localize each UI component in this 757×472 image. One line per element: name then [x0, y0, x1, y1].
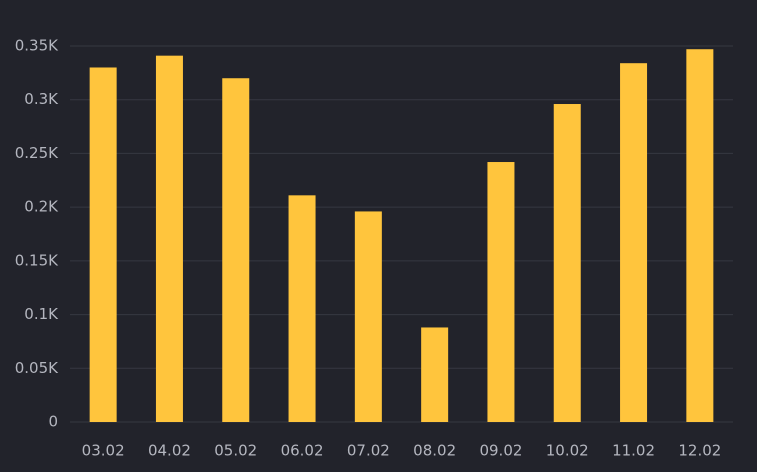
bar: [288, 195, 316, 422]
bar: [421, 327, 449, 422]
bar: [487, 162, 515, 422]
bar: [354, 211, 382, 422]
y-tick-label: 0.05K: [15, 359, 59, 377]
x-tick-label: 07.02: [347, 442, 390, 460]
bar: [620, 63, 648, 423]
x-tick-label: 12.02: [678, 442, 721, 460]
x-tick-label: 10.02: [546, 442, 589, 460]
x-tick-label: 03.02: [82, 442, 125, 460]
bar: [222, 78, 250, 422]
y-tick-label: 0.25K: [15, 144, 59, 162]
y-tick-label: 0.35K: [15, 37, 59, 55]
bar: [89, 67, 117, 422]
y-tick-label: 0.15K: [15, 251, 59, 269]
x-tick-label: 06.02: [281, 442, 324, 460]
bar: [553, 104, 581, 423]
y-tick-label: 0.1K: [24, 305, 59, 323]
x-tick-label: 08.02: [413, 442, 456, 460]
y-tick-label: 0: [48, 413, 58, 431]
bar: [686, 49, 714, 422]
x-tick-label: 05.02: [214, 442, 257, 460]
y-tick-label: 0.2K: [24, 198, 59, 216]
y-tick-label: 0.3K: [24, 90, 59, 108]
x-tick-label: 09.02: [479, 442, 522, 460]
x-tick-label: 04.02: [148, 442, 191, 460]
bar: [155, 55, 183, 422]
x-tick-label: 11.02: [612, 442, 655, 460]
